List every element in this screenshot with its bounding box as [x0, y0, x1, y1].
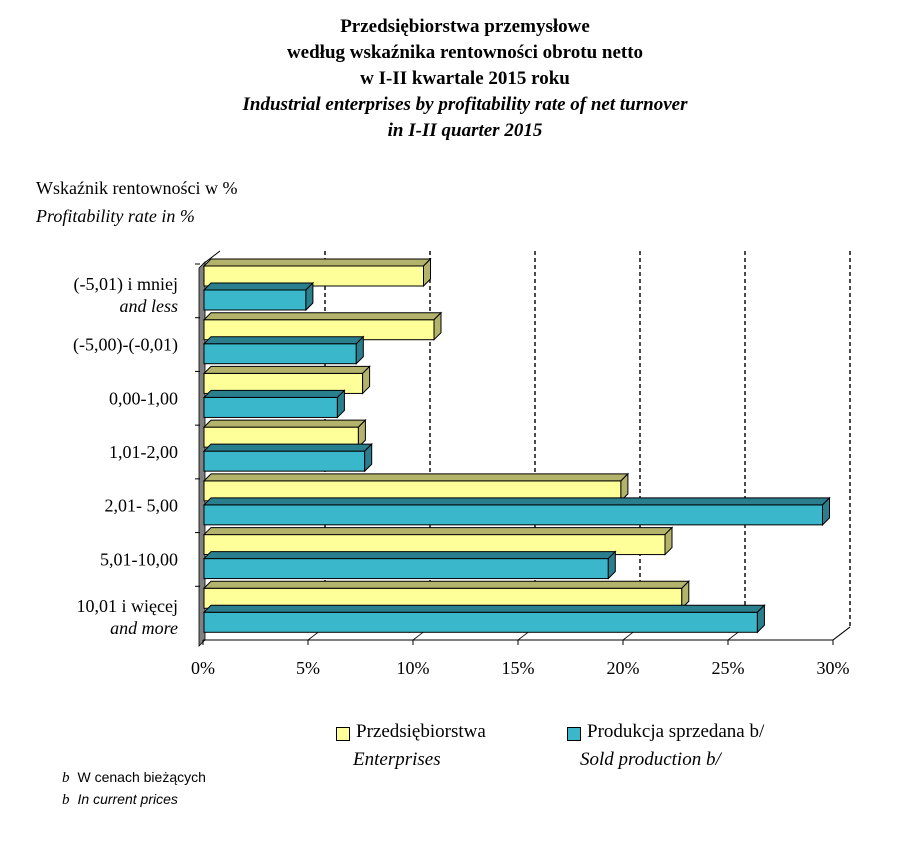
legend-label-enterprises: Przedsiębiorstwa: [356, 721, 486, 742]
x-tick-label-0: 0%: [191, 658, 215, 678]
bar-sold-production-3: [203, 450, 366, 472]
title-en-line-1: Industrial enterprises by profitability …: [242, 94, 688, 115]
bar-side-sold-production-0: [305, 281, 314, 312]
bar-side-enterprises-4: [620, 472, 629, 503]
bar-side-enterprises-3: [357, 418, 366, 449]
bar-top-enterprises-3: [202, 419, 367, 428]
bar-top-enterprises-0: [202, 258, 432, 267]
bar-top-sold-production-5: [202, 551, 617, 560]
bar-side-sold-production-6: [756, 604, 765, 634]
legend-swatch-sold-production: [567, 727, 581, 741]
plot-wall-top-edge: [202, 250, 221, 265]
category-label-4: 2,01- 5,00: [105, 496, 179, 516]
category-label-5: 5,01-10,00: [100, 549, 178, 569]
bar-side-enterprises-1: [433, 311, 442, 341]
title-en-line-2: in I-II quarter 2015: [387, 120, 543, 141]
bar-sold-production-0: [203, 289, 307, 311]
y-axis-caption: Wskaźnik rentowności w % Profitability r…: [36, 174, 237, 230]
x-tick-label-25: 25%: [712, 658, 745, 678]
category-label-1: (-5,00)-(-0,01): [73, 335, 178, 356]
category-label-3: 1,01-2,00: [109, 442, 178, 462]
bar-side-enterprises-6: [681, 580, 690, 610]
title-line-2: według wskaźnika rentowności obrotu nett…: [286, 42, 644, 63]
y-axis-label-en: Profitability rate in %: [36, 206, 195, 226]
legend-label-sold-production-en: Sold production b/: [580, 749, 721, 770]
bar-sold-production-4: [203, 504, 823, 526]
bar-top-enterprises-4: [202, 473, 630, 482]
bar-top-sold-production-1: [202, 336, 365, 345]
bar-top-sold-production-6: [202, 604, 766, 613]
bar-side-sold-production-2: [336, 389, 345, 419]
category-label-en-6: and more: [110, 618, 178, 638]
bar-top-sold-production-2: [202, 389, 346, 398]
x-tick-label-15: 15%: [502, 658, 535, 678]
legend-label-sold-production: Produkcja sprzedana b/: [587, 721, 765, 742]
bar-side-sold-production-5: [607, 550, 616, 580]
title-line-1: Przedsiębiorstwa przemysłowe: [340, 16, 590, 37]
bar-sold-production-1: [203, 343, 357, 365]
category-label-2: 0,00-1,00: [109, 388, 178, 408]
footnote-en: b In current prices: [62, 789, 178, 810]
grid-floor-link-30: [832, 626, 851, 641]
bar-top-enterprises-1: [202, 312, 443, 321]
legend-label-enterprises-en: Enterprises: [353, 749, 441, 770]
bar-sold-production-5: [203, 558, 609, 580]
bar-side-sold-production-4: [822, 496, 830, 527]
bar-top-sold-production-3: [202, 443, 373, 452]
x-tick-label-10: 10%: [397, 658, 430, 678]
legend-swatch-enterprises: [336, 727, 350, 741]
bar-top-enterprises-5: [202, 527, 674, 536]
bar-side-enterprises-2: [362, 365, 371, 395]
chart-title: Przedsiębiorstwa przemysłowe według wska…: [0, 14, 904, 144]
bar-sold-production-6: [203, 611, 758, 633]
bar-sold-production-2: [203, 396, 338, 418]
bar-side-sold-production-1: [355, 335, 364, 365]
footnote-mark: b: [62, 770, 70, 786]
x-tick-label-30: 30%: [817, 658, 850, 678]
bar-top-enterprises-6: [202, 580, 691, 589]
footnote-text: W cenach bieżących: [77, 769, 206, 785]
x-tick-label-5: 5%: [296, 658, 320, 678]
bar-side-enterprises-0: [423, 257, 431, 288]
footnote-pl: b W cenach bieżących: [62, 767, 206, 788]
category-label-0: (-5,01) i mniej: [74, 274, 178, 295]
bar-top-sold-production-4: [202, 497, 831, 506]
bar-top-enterprises-2: [202, 365, 371, 374]
footnote-mark-en: b: [62, 792, 70, 808]
bar-side-sold-production-3: [364, 442, 373, 473]
title-line-3: w I-II kwartale 2015 roku: [360, 68, 570, 89]
footnote-text-en: In current prices: [77, 791, 178, 807]
y-axis-label: Wskaźnik rentowności w %: [36, 178, 238, 198]
category-label-en-0: and less: [120, 296, 179, 316]
bar-side-enterprises-5: [664, 526, 673, 556]
category-label-6: 10,01 i więcej: [77, 596, 178, 616]
bar-top-sold-production-0: [202, 282, 315, 291]
x-tick-label-20: 20%: [607, 658, 640, 678]
